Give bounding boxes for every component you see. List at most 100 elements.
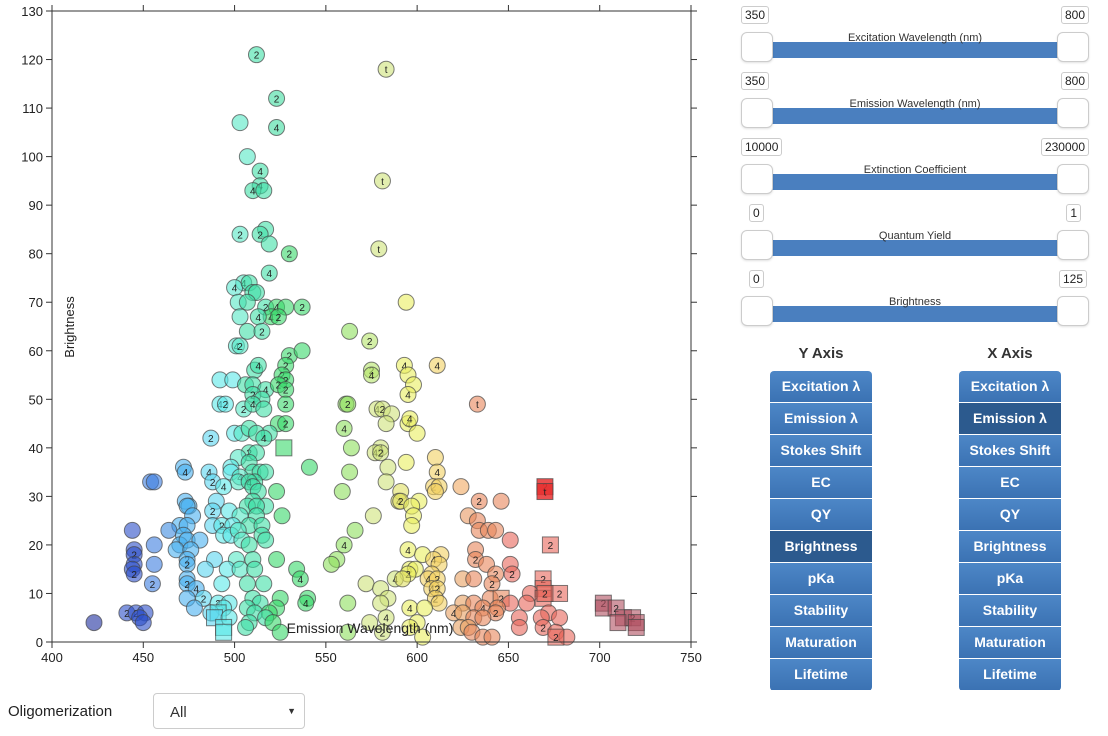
x-axis-button[interactable]: pKa	[959, 563, 1061, 594]
data-point-square[interactable]	[275, 439, 293, 457]
data-point[interactable]	[143, 575, 161, 593]
slider-extinction[interactable]: Extinction Coefficient 10000 230000	[741, 138, 1089, 212]
data-point[interactable]	[216, 395, 234, 413]
data-point[interactable]	[363, 366, 380, 384]
data-point[interactable]	[341, 463, 359, 481]
data-point[interactable]	[415, 599, 433, 617]
data-point[interactable]	[257, 463, 275, 481]
data-point[interactable]	[465, 570, 483, 588]
data-point[interactable]	[268, 550, 286, 568]
data-point[interactable]	[487, 521, 505, 539]
data-point[interactable]	[255, 182, 273, 200]
slider-track[interactable]	[753, 240, 1077, 256]
data-point[interactable]	[339, 594, 357, 612]
data-point[interactable]	[399, 385, 417, 403]
data-point[interactable]	[394, 570, 412, 588]
x-axis-button[interactable]: Maturation	[959, 627, 1061, 658]
data-point[interactable]	[470, 492, 488, 510]
data-point[interactable]	[335, 419, 353, 437]
data-point[interactable]	[297, 594, 315, 612]
data-point[interactable]	[428, 356, 446, 374]
data-point[interactable]	[373, 623, 391, 641]
data-point[interactable]	[269, 308, 287, 326]
data-point[interactable]	[372, 594, 390, 612]
data-point[interactable]	[364, 507, 382, 525]
data-point[interactable]	[335, 536, 353, 554]
y-axis-button[interactable]: EC	[770, 467, 872, 498]
data-point[interactable]	[255, 575, 273, 593]
data-point[interactable]	[408, 424, 426, 442]
oligomerization-select[interactable]: All ▼	[153, 693, 305, 729]
data-point[interactable]	[342, 439, 360, 457]
data-point[interactable]	[215, 478, 233, 496]
y-axis-button[interactable]: Emission λ	[770, 403, 872, 434]
data-point[interactable]	[238, 293, 256, 311]
slider-quantum-yield[interactable]: Quantum Yield 0 1	[741, 204, 1089, 278]
data-point[interactable]	[300, 458, 318, 476]
data-point[interactable]	[452, 478, 470, 496]
slider-handle-min[interactable]	[741, 164, 773, 194]
data-point[interactable]	[403, 517, 421, 535]
data-point[interactable]	[426, 483, 444, 501]
data-point[interactable]	[377, 60, 395, 78]
data-point[interactable]	[401, 618, 419, 636]
data-point[interactable]	[247, 46, 265, 64]
data-point[interactable]	[176, 463, 194, 481]
data-point[interactable]	[291, 570, 309, 588]
data-point[interactable]	[255, 429, 273, 447]
data-point[interactable]	[483, 628, 501, 646]
data-point[interactable]	[339, 623, 357, 641]
data-point[interactable]	[125, 565, 143, 583]
data-point[interactable]	[257, 531, 275, 549]
data-point[interactable]	[551, 609, 569, 627]
y-axis-button[interactable]: Stability	[770, 595, 872, 626]
data-point-square[interactable]	[627, 618, 645, 636]
data-point[interactable]	[280, 245, 298, 263]
data-point[interactable]	[361, 614, 379, 632]
data-point[interactable]	[231, 560, 249, 578]
y-axis-button[interactable]: Maturation	[770, 627, 872, 658]
data-point[interactable]	[268, 483, 286, 501]
data-point[interactable]	[379, 458, 397, 476]
data-point[interactable]	[246, 560, 264, 578]
data-point[interactable]	[510, 618, 528, 636]
x-axis-button[interactable]: Lifetime	[959, 659, 1061, 690]
data-point[interactable]	[341, 322, 359, 340]
slider-track[interactable]	[753, 42, 1077, 58]
data-point[interactable]	[253, 322, 271, 340]
data-point[interactable]	[503, 565, 521, 583]
data-point[interactable]	[238, 148, 256, 166]
slider-handle-min[interactable]	[741, 98, 773, 128]
slider-excitation[interactable]: Excitation Wavelength (nm) 350 800	[741, 6, 1089, 80]
data-point[interactable]	[377, 473, 395, 491]
data-point[interactable]	[85, 614, 103, 632]
data-point[interactable]	[202, 429, 220, 447]
data-point-square[interactable]	[536, 584, 554, 602]
data-point[interactable]	[361, 332, 379, 350]
data-point[interactable]	[357, 575, 375, 593]
data-point[interactable]	[231, 308, 249, 326]
data-point[interactable]	[397, 293, 415, 311]
data-point[interactable]	[474, 609, 492, 627]
data-point[interactable]	[501, 531, 519, 549]
x-axis-button[interactable]: Brightness	[959, 531, 1061, 562]
slider-handle-max[interactable]	[1057, 296, 1089, 326]
data-point-square[interactable]	[215, 623, 233, 641]
data-point[interactable]	[370, 240, 388, 258]
data-point[interactable]	[322, 555, 340, 573]
x-axis-button[interactable]: Excitation λ	[959, 371, 1061, 402]
slider-handle-min[interactable]	[741, 296, 773, 326]
y-axis-button[interactable]: pKa	[770, 563, 872, 594]
y-axis-button[interactable]: Lifetime	[770, 659, 872, 690]
data-point-square[interactable]	[547, 628, 565, 646]
slider-track[interactable]	[753, 306, 1077, 322]
data-point[interactable]	[249, 356, 267, 374]
data-point[interactable]	[333, 483, 351, 501]
slider-handle-min[interactable]	[741, 32, 773, 62]
y-axis-button[interactable]: QY	[770, 499, 872, 530]
slider-track[interactable]	[753, 174, 1077, 190]
data-point[interactable]	[373, 172, 391, 190]
x-axis-button[interactable]: QY	[959, 499, 1061, 530]
data-point[interactable]	[293, 298, 311, 316]
data-point[interactable]	[377, 415, 395, 433]
